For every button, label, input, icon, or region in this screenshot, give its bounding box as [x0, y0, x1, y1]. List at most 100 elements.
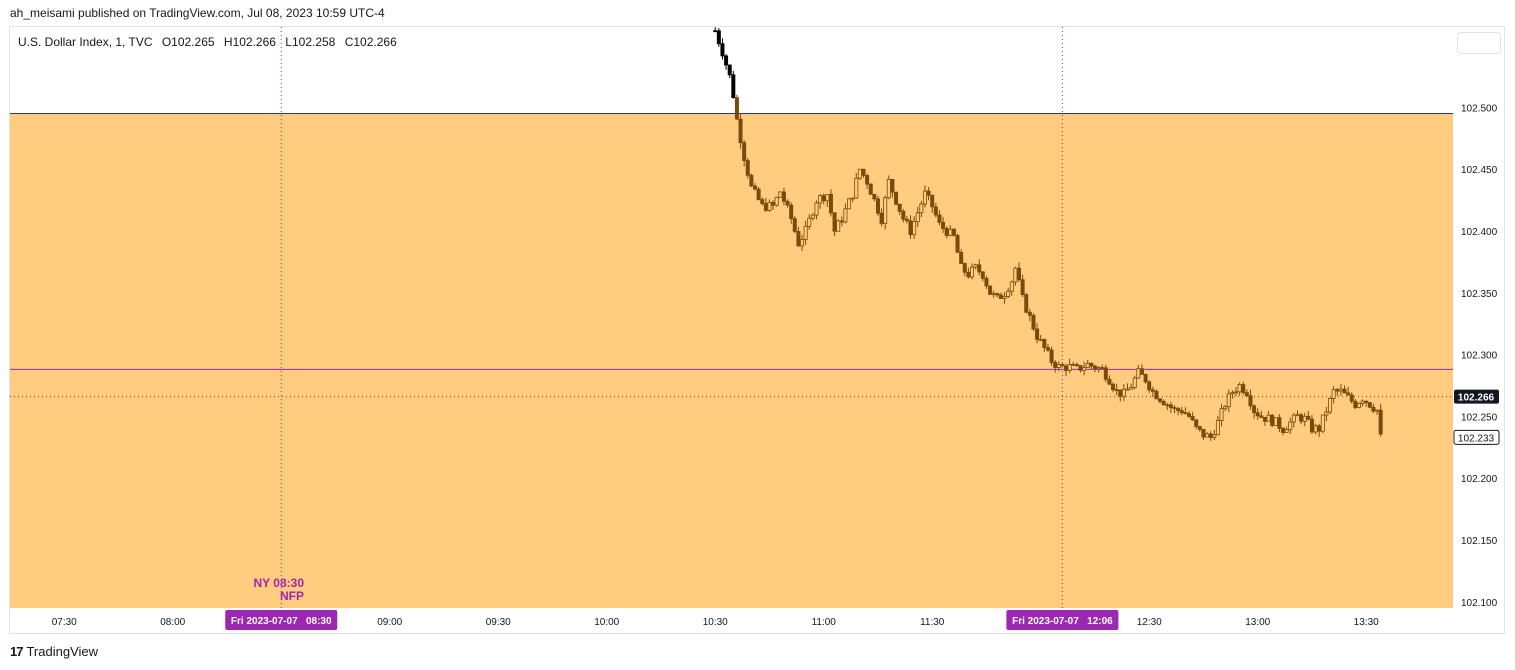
candle-body [1085, 362, 1090, 369]
candle-body [857, 168, 862, 179]
candle [1092, 364, 1097, 373]
candle [1356, 402, 1361, 409]
candle-body [1219, 408, 1224, 421]
candle [1064, 363, 1069, 377]
candle-body [1241, 384, 1246, 394]
candle [948, 225, 953, 237]
candle-body [1045, 347, 1050, 351]
candle-body [774, 196, 779, 206]
candle-body [1320, 414, 1325, 432]
candle-body [1143, 374, 1148, 383]
candle-body [1364, 400, 1369, 403]
candle [796, 226, 801, 247]
candle-body [1024, 294, 1029, 313]
candle [1237, 382, 1242, 396]
candle-body [1262, 417, 1267, 422]
candle-body [1158, 398, 1163, 402]
candle [1165, 402, 1170, 410]
x-tick-label: 09:00 [377, 617, 402, 628]
candle-body [1067, 364, 1072, 371]
candle [970, 263, 975, 280]
candle [731, 70, 736, 99]
candle [1234, 386, 1239, 397]
candle-body [948, 228, 953, 236]
y-tick-label: 102.250 [1461, 412, 1498, 423]
footer-brand[interactable]: 17 TradingView [10, 644, 98, 659]
candle [1324, 406, 1329, 422]
candle [941, 216, 946, 233]
candle [810, 213, 815, 221]
candle [875, 195, 880, 216]
candle-body [1291, 414, 1296, 423]
candle-body [1190, 416, 1195, 421]
candle-body [922, 190, 927, 205]
candle [1320, 414, 1325, 434]
candle-body [1042, 338, 1047, 348]
candle-body [716, 30, 721, 45]
candle-body [1002, 296, 1007, 300]
y-tick-label: 102.500 [1461, 103, 1498, 114]
candle [1103, 364, 1108, 383]
candle [962, 262, 967, 277]
candle-body [955, 234, 960, 253]
symbol-legend[interactable]: U.S. Dollar Index, 1, TVC O102.265 H102.… [18, 35, 403, 49]
candle-body [763, 203, 768, 211]
candle [1111, 382, 1116, 393]
published-header: ah_meisami published on TradingView.com,… [10, 6, 385, 20]
candle-body [984, 277, 989, 287]
candle-body [1118, 389, 1123, 397]
candle-body [1295, 414, 1300, 417]
candle [1186, 411, 1191, 418]
candle-body [1125, 388, 1130, 391]
candle [1331, 386, 1336, 404]
candle [742, 139, 747, 167]
candle-body [1038, 338, 1043, 341]
candle-body [1335, 389, 1340, 392]
candle [1367, 402, 1372, 409]
candle [1085, 360, 1090, 369]
candle-body [832, 212, 837, 232]
cursor-time-tag-bg [225, 610, 338, 630]
candle-body [767, 202, 772, 211]
candle-body [1223, 406, 1228, 410]
candle-body [865, 175, 870, 185]
candle [1139, 364, 1144, 375]
candle [861, 168, 866, 178]
candle [1223, 404, 1228, 412]
candle [1248, 389, 1253, 410]
candle-body [781, 191, 786, 202]
candle-body [1129, 386, 1134, 390]
candle-body [713, 30, 718, 33]
candle [807, 214, 812, 230]
candle [1353, 399, 1358, 410]
candle-body [1342, 388, 1347, 394]
candle-body [1056, 364, 1061, 368]
candle-body [1172, 407, 1177, 409]
candle-body [1288, 421, 1293, 431]
candle [1143, 373, 1148, 384]
chart-toolbar-button[interactable] [1457, 32, 1501, 54]
candle [767, 199, 772, 212]
candle [836, 219, 841, 232]
candle-body [886, 178, 891, 199]
candle [1038, 334, 1043, 342]
candle-body [1313, 425, 1318, 433]
candle [1259, 410, 1264, 418]
candle-body [745, 160, 750, 176]
candle [1179, 406, 1184, 416]
candle-body [933, 206, 938, 216]
candle-body [796, 231, 801, 247]
candle [1027, 308, 1032, 322]
candle [792, 215, 797, 234]
candle-body [1009, 281, 1014, 292]
candle [1168, 401, 1173, 414]
candle [1306, 410, 1311, 421]
candle-body [1114, 389, 1119, 391]
candle-body [1074, 364, 1079, 366]
candle-body [995, 293, 1000, 296]
candle-layer [713, 27, 1383, 441]
candle-body [904, 218, 909, 222]
candle [1042, 338, 1047, 352]
candle-body [828, 194, 833, 214]
